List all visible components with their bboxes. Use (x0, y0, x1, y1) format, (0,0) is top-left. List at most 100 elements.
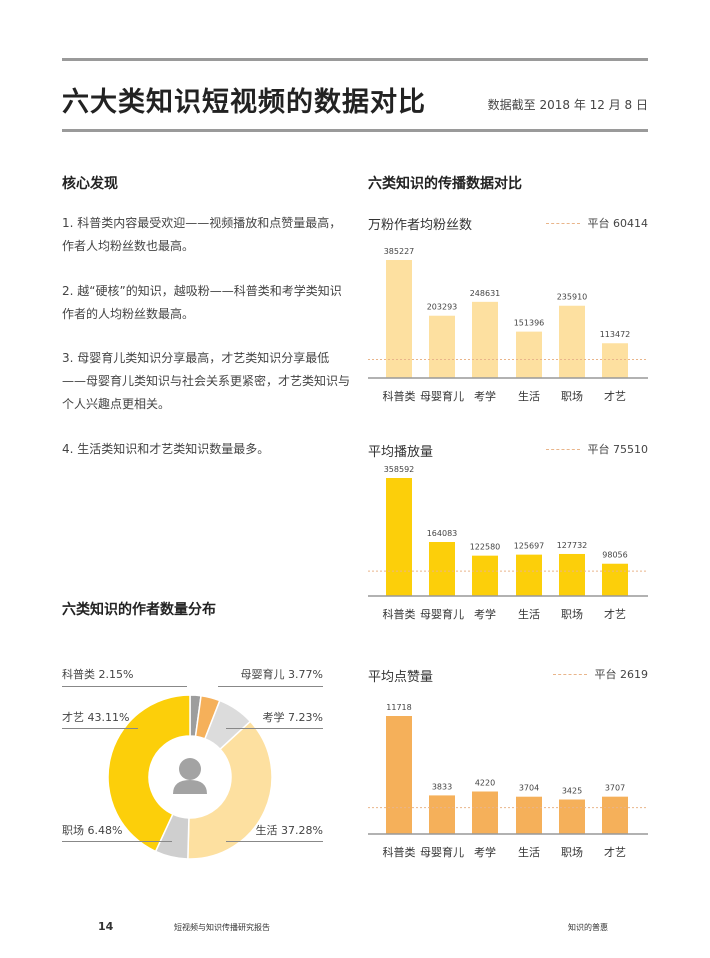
bar-value-label: 3833 (432, 782, 452, 791)
chart3-legend: 平台 2619 (552, 666, 649, 682)
category-label: 母婴育儿 (420, 389, 464, 403)
reference-line-swatch (545, 222, 580, 224)
chart1-title: 万粉作者均粉丝数 (368, 218, 473, 233)
header-rule (62, 129, 648, 132)
chart2-title: 平均播放量 (368, 445, 434, 460)
category-label: 考学 (474, 845, 496, 859)
chart3-reference-label: 平台 2619 (594, 668, 649, 681)
donut-label-muying: 母婴育儿 3.77% (240, 668, 323, 681)
footer-report-title: 短视频与知识传播研究报告 (174, 923, 270, 932)
bar-职场 (559, 553, 585, 596)
donut-slice-生活 (187, 720, 273, 860)
finding-1: 1. 科普类内容最受欢迎——视频播放和点赞量最高，作者人均粉丝数也最高。 (62, 216, 342, 253)
category-label: 母婴育儿 (420, 607, 464, 621)
footer-section: 知识的普惠 (568, 923, 608, 932)
finding-4: 4. 生活类知识和才艺类知识数量最多。 (62, 442, 270, 456)
donut-label-kaoxue: 考学 7.23% (262, 711, 323, 724)
category-label: 职场 (561, 607, 583, 621)
bar-value-label: 3425 (562, 787, 582, 796)
bar-母婴育儿 (429, 542, 455, 596)
category-label: 才艺 (604, 389, 626, 403)
top-rule (62, 58, 648, 61)
leader-line (62, 841, 172, 842)
chart2-reference-label: 平台 75510 (587, 443, 649, 456)
reference-line-swatch (552, 673, 587, 675)
bar-科普类 (386, 260, 412, 378)
bar-value-label: 164083 (427, 529, 458, 538)
bar-section-title: 六类知识的传播数据对比 (368, 176, 522, 192)
donut-label-caiyi: 才艺 43.11% (62, 711, 130, 724)
chart2-bars: 358592 科普类 164083 母婴育儿 122580 考学 125697 生活 12773… (368, 465, 648, 621)
bar-value-label: 248631 (470, 289, 501, 298)
bar-才艺 (602, 563, 628, 596)
chart3-title: 平均点赞量 (368, 670, 434, 685)
category-label: 生活 (518, 845, 540, 859)
reference-line-swatch (545, 448, 580, 450)
bar-母婴育儿 (429, 795, 455, 834)
user-icon-body (173, 780, 207, 794)
category-label: 考学 (474, 607, 496, 621)
leader-line (226, 728, 323, 729)
bar-value-label: 125697 (514, 542, 545, 551)
author-distribution-donut (107, 694, 273, 860)
category-label: 科普类 (383, 845, 416, 859)
donut-label-shenghuo: 生活 37.28% (255, 824, 323, 837)
bar-value-label: 113472 (600, 330, 631, 339)
bar-职场 (559, 305, 585, 378)
leader-line (218, 686, 323, 687)
category-label: 科普类 (383, 607, 416, 621)
category-label: 生活 (518, 607, 540, 621)
bar-value-label: 151396 (514, 319, 545, 328)
category-label: 考学 (474, 389, 496, 403)
leader-line (62, 728, 138, 729)
bar-value-label: 358592 (384, 465, 415, 474)
donut-label-kepu: 科普类 2.15% (62, 668, 134, 681)
bar-科普类 (386, 478, 412, 596)
category-label: 科普类 (383, 389, 416, 403)
data-date: 数据截至 2018 年 12 月 8 日 (487, 98, 648, 112)
findings-title: 核心发现 (62, 176, 118, 192)
bar-生活 (516, 331, 542, 378)
user-icon-head (179, 758, 201, 780)
bar-科普类 (386, 716, 412, 834)
donut-label-zhichang: 职场 6.48% (62, 824, 123, 837)
category-label: 生活 (518, 389, 540, 403)
bar-value-label: 3704 (519, 784, 539, 793)
chart3-bars: 11718 科普类 3833 母婴育儿 4220 考学 3704 生活 3425 职场 3707 才艺 (368, 703, 648, 859)
chart1-bars: 385227 科普类 203293 母婴育儿 248631 考学 151396 生活 23591… (368, 247, 648, 403)
bar-考学 (472, 555, 498, 596)
finding-3: 3. 母婴育儿类知识分享最高，才艺类知识分享最低——母婴育儿类知识与社会关系更紧… (62, 351, 351, 411)
bar-考学 (472, 301, 498, 378)
bar-才艺 (602, 343, 628, 378)
bar-value-label: 203293 (427, 303, 458, 312)
bar-母婴育儿 (429, 315, 455, 378)
bar-才艺 (602, 796, 628, 834)
category-label: 才艺 (604, 607, 626, 621)
category-label: 职场 (561, 845, 583, 859)
finding-2: 2. 越“硬核”的知识，越吸粉——科普类和考学类知识作者的人均粉丝数最高。 (62, 284, 342, 321)
bar-生活 (516, 796, 542, 834)
page-number: 14 (98, 920, 114, 933)
category-label: 母婴育儿 (420, 845, 464, 859)
bar-value-label: 4220 (475, 779, 495, 788)
chart2-legend: 平台 75510 (545, 441, 649, 457)
leader-line (226, 841, 323, 842)
page-title: 六大类知识短视频的数据对比 (62, 87, 426, 118)
donut-slice-才艺 (107, 694, 191, 853)
bar-value-label: 385227 (384, 247, 415, 256)
bar-生活 (516, 554, 542, 596)
bar-考学 (472, 791, 498, 834)
bar-value-label: 11718 (386, 703, 411, 712)
donut-section-title: 六类知识的作者数量分布 (62, 602, 216, 618)
category-label: 职场 (561, 389, 583, 403)
bar-职场 (559, 799, 585, 834)
chart1-reference-label: 平台 60414 (587, 217, 649, 230)
bar-value-label: 235910 (557, 293, 588, 302)
bar-value-label: 3707 (605, 784, 625, 793)
category-label: 才艺 (604, 845, 626, 859)
bar-value-label: 98056 (602, 551, 627, 560)
leader-line (62, 686, 187, 687)
chart1-legend: 平台 60414 (545, 215, 649, 231)
bar-value-label: 127732 (557, 541, 588, 550)
